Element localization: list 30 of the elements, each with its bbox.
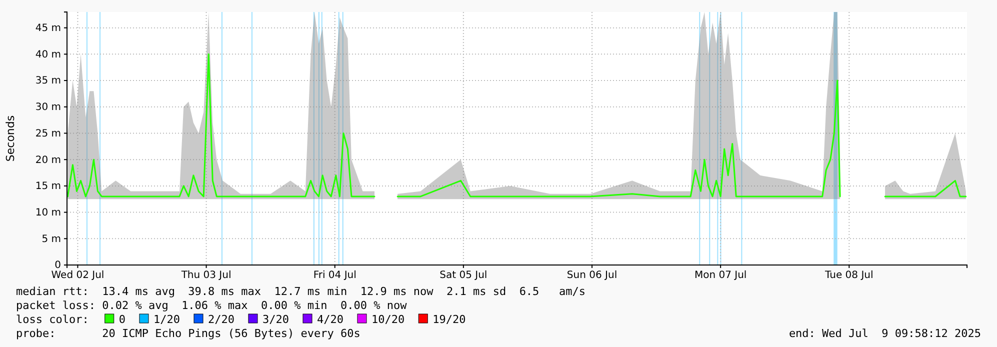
- x-tick-label: Fri 04 Jul: [313, 270, 356, 282]
- y-tick-label: 35 m: [35, 76, 61, 87]
- y-tick-label: 15 m: [35, 181, 61, 192]
- y-tick-label: 25 m: [35, 128, 61, 140]
- legend-label: 4/20: [316, 313, 344, 326]
- legend-label: 1/20: [153, 313, 180, 326]
- legend-label: 3/20: [262, 313, 289, 326]
- x-tick-label: Sun 06 Jul: [566, 270, 618, 282]
- text: end: Wed Jul 9 09:58:12 2025: [788, 327, 981, 340]
- x-tick-label: Wed 02 Jul: [51, 270, 104, 282]
- x-tick-label: Thu 03 Jul: [180, 270, 232, 282]
- y-tick-label: 45 m: [35, 23, 61, 34]
- y-tick-label: 30 m: [35, 102, 61, 114]
- x-tick-label: Tue 08 Jul: [824, 270, 874, 282]
- text: median rtt: 13.4 ms avg 39.8 ms max 12.7 ms min 12.9 ms now 2.1 ms sd 6.5 am/s: [16, 285, 586, 298]
- legend-label: 0: [118, 313, 126, 326]
- y-tick-label: 10 m: [35, 207, 61, 218]
- x-tick-label: Sat 05 Jul: [440, 270, 488, 282]
- y-tick-label: 40 m: [35, 49, 61, 60]
- legend-label: 2/20: [208, 313, 234, 326]
- legend-label: 10/20: [371, 313, 405, 326]
- text: probe: 20 ICMP Echo Pings (56 Bytes) every 60s: [16, 327, 360, 340]
- y-tick-label: 5 m: [42, 234, 61, 245]
- text: packet loss: 0.02 % avg 1.06 % max 0.00 % min 0.00 % now: [16, 299, 408, 312]
- y-tick-label: 0: [54, 260, 61, 272]
- legend-label: 19/20: [432, 313, 466, 326]
- y-axis-title: Seconds: [4, 115, 17, 162]
- legend-title: loss color:: [16, 313, 89, 326]
- y-tick-label: 20 m: [35, 154, 61, 166]
- x-tick-label: Mon 07 Jul: [694, 270, 747, 282]
